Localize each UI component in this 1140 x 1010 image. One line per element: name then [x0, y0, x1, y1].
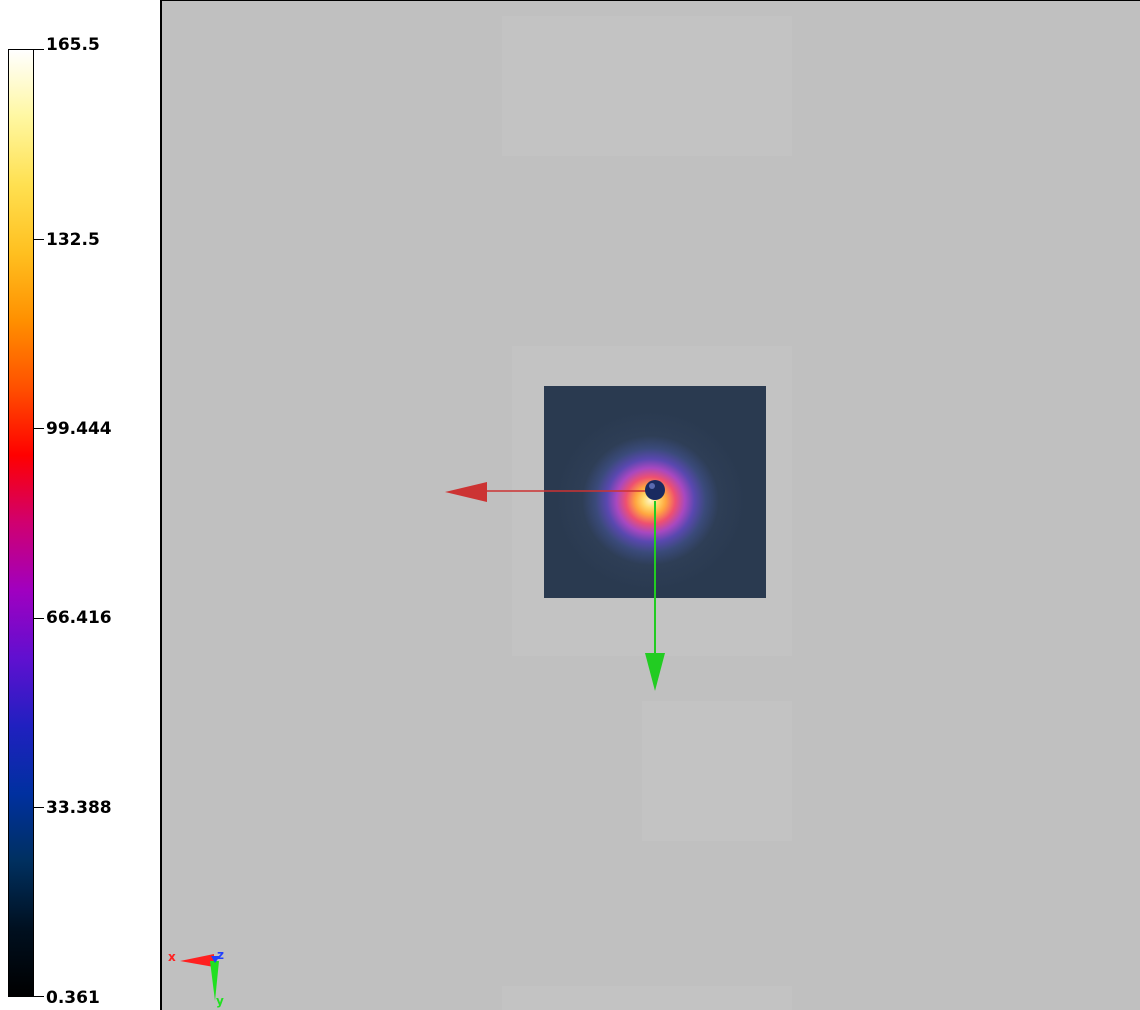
colorbar-tick-label: 33.388 [46, 798, 112, 818]
orientation-z-axis [211, 956, 220, 963]
ghost-slab [502, 16, 792, 156]
orientation-y-label: y [216, 994, 224, 1008]
orientation-x-axis [180, 954, 214, 967]
y-arrow-head[interactable] [645, 653, 665, 691]
colorbar-tick-label: 99.444 [46, 419, 112, 439]
colorbar-tick-mark [34, 239, 44, 240]
colorbar-tick-mark [34, 807, 44, 808]
render-viewport[interactable]: x z y [160, 0, 1140, 1010]
ghost-slab [502, 986, 792, 1010]
orientation-x-label: x [168, 950, 176, 964]
x-arrow-head[interactable] [445, 482, 487, 502]
colorbar-tick-min: 0.361 [46, 988, 100, 1008]
colorbar-tick-max: 165.5 [46, 35, 100, 55]
colorbar-panel: 165.5 132.5 99.444 66.416 33.388 0.361 [0, 0, 160, 1010]
colorbar-gradient[interactable] [8, 49, 34, 997]
colorbar-tick-mark [34, 428, 44, 429]
orientation-y-axis [210, 961, 219, 1001]
center-sphere-highlight [649, 483, 655, 489]
colorbar-tick-label: 66.416 [46, 608, 112, 628]
orientation-axes [180, 954, 220, 1001]
colorbar-tick-mark [34, 996, 44, 997]
ghost-slab [642, 701, 792, 841]
colorbar-tick-mark [34, 618, 44, 619]
transform-widget[interactable] [162, 1, 1140, 1010]
colorbar-tick-mark [34, 49, 44, 50]
colorbar-tick-label: 132.5 [46, 230, 100, 250]
orientation-z-label: z [217, 948, 224, 962]
